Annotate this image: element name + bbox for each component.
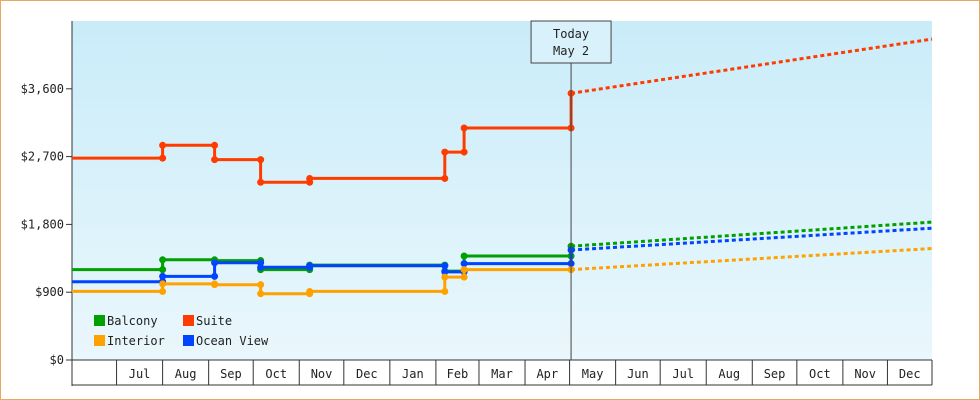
data-point <box>211 281 219 289</box>
plot-background <box>72 21 932 360</box>
x-tick-label: Jul <box>129 367 151 381</box>
x-tick-label: Aug <box>718 367 740 381</box>
x-tick-label: Jun <box>627 367 649 381</box>
data-point <box>211 272 219 280</box>
today-marker: Today May 2 <box>530 20 612 360</box>
x-tick-label: May <box>582 367 604 381</box>
data-point <box>441 262 449 270</box>
series-forecast-line <box>571 247 933 272</box>
data-point <box>441 268 449 276</box>
data-point <box>211 156 219 164</box>
y-tick-label: $3,600 <box>21 82 64 96</box>
legend-label: Ocean View <box>196 334 269 348</box>
data-point <box>441 273 449 281</box>
legend-item: Interior <box>94 334 165 348</box>
x-tick-label: Nov <box>311 367 333 381</box>
data-point <box>306 174 314 182</box>
data-point <box>257 263 265 271</box>
data-point <box>159 287 167 295</box>
data-point <box>441 174 449 182</box>
x-axis-ticks: Jul Aug Sep Oct Nov Dec Jan Feb Mar Apr May Jun Jul A… <box>116 360 933 385</box>
legend-swatch <box>183 315 194 326</box>
data-point <box>257 178 265 186</box>
data-point <box>257 281 265 289</box>
data-point <box>460 252 468 260</box>
today-label: Today <box>553 27 589 41</box>
data-point <box>441 287 449 295</box>
legend-label: Interior <box>107 334 165 348</box>
legend-label: Balcony <box>107 314 158 328</box>
legend-swatch <box>183 335 194 346</box>
x-tick-label: Nov <box>854 367 876 381</box>
y-tick-label: $2,700 <box>21 150 64 164</box>
x-tick-label: Dec <box>356 367 378 381</box>
axes <box>71 21 932 386</box>
legend-item: Balcony <box>94 314 158 328</box>
data-point <box>460 266 468 274</box>
legend-item: Suite <box>183 314 232 328</box>
y-tick-label: $0 <box>50 353 64 367</box>
y-axis-ticks: $0 $900 $1,800 $2,700 $3,600 <box>21 82 72 367</box>
data-point <box>306 287 314 295</box>
today-date-label: May 2 <box>553 44 589 58</box>
x-tick-label: Jul <box>672 367 694 381</box>
data-point <box>159 154 167 162</box>
data-point <box>460 273 468 281</box>
data-point <box>441 148 449 156</box>
data-point <box>159 272 167 280</box>
series-forecast-line <box>570 37 933 95</box>
y-tick-label: $900 <box>35 285 64 299</box>
data-point <box>159 280 167 288</box>
data-point <box>211 259 219 267</box>
x-tick-label: Mar <box>491 367 513 381</box>
x-tick-label: Oct <box>265 367 287 381</box>
data-point <box>159 256 167 264</box>
legend-item: Ocean View <box>183 334 269 348</box>
series-interior <box>72 247 933 298</box>
x-tick-label: Oct <box>809 367 831 381</box>
data-point <box>460 148 468 156</box>
series-forecast-line <box>571 220 933 248</box>
x-tick-label: Feb <box>447 367 469 381</box>
series-layer <box>72 37 933 298</box>
data-point <box>257 290 265 298</box>
x-tick-label: Sep <box>764 367 786 381</box>
data-point <box>159 266 167 274</box>
x-tick-label: Sep <box>220 367 242 381</box>
y-tick-label: $1,800 <box>21 217 64 231</box>
x-tick-label: Dec <box>899 367 921 381</box>
legend: Balcony Suite Interior Ocean View <box>94 314 269 348</box>
data-point <box>460 260 468 268</box>
data-point <box>159 141 167 149</box>
data-point <box>306 262 314 270</box>
data-point <box>257 156 265 164</box>
legend-swatch <box>94 315 105 326</box>
x-tick-label: Apr <box>536 367 558 381</box>
data-point <box>211 141 219 149</box>
series-forecast-line <box>571 226 933 252</box>
legend-swatch <box>94 335 105 346</box>
x-tick-label: Aug <box>175 367 197 381</box>
legend-label: Suite <box>196 314 232 328</box>
today-label-box <box>530 20 612 64</box>
data-point <box>460 124 468 132</box>
x-tick-label: Jan <box>402 367 424 381</box>
